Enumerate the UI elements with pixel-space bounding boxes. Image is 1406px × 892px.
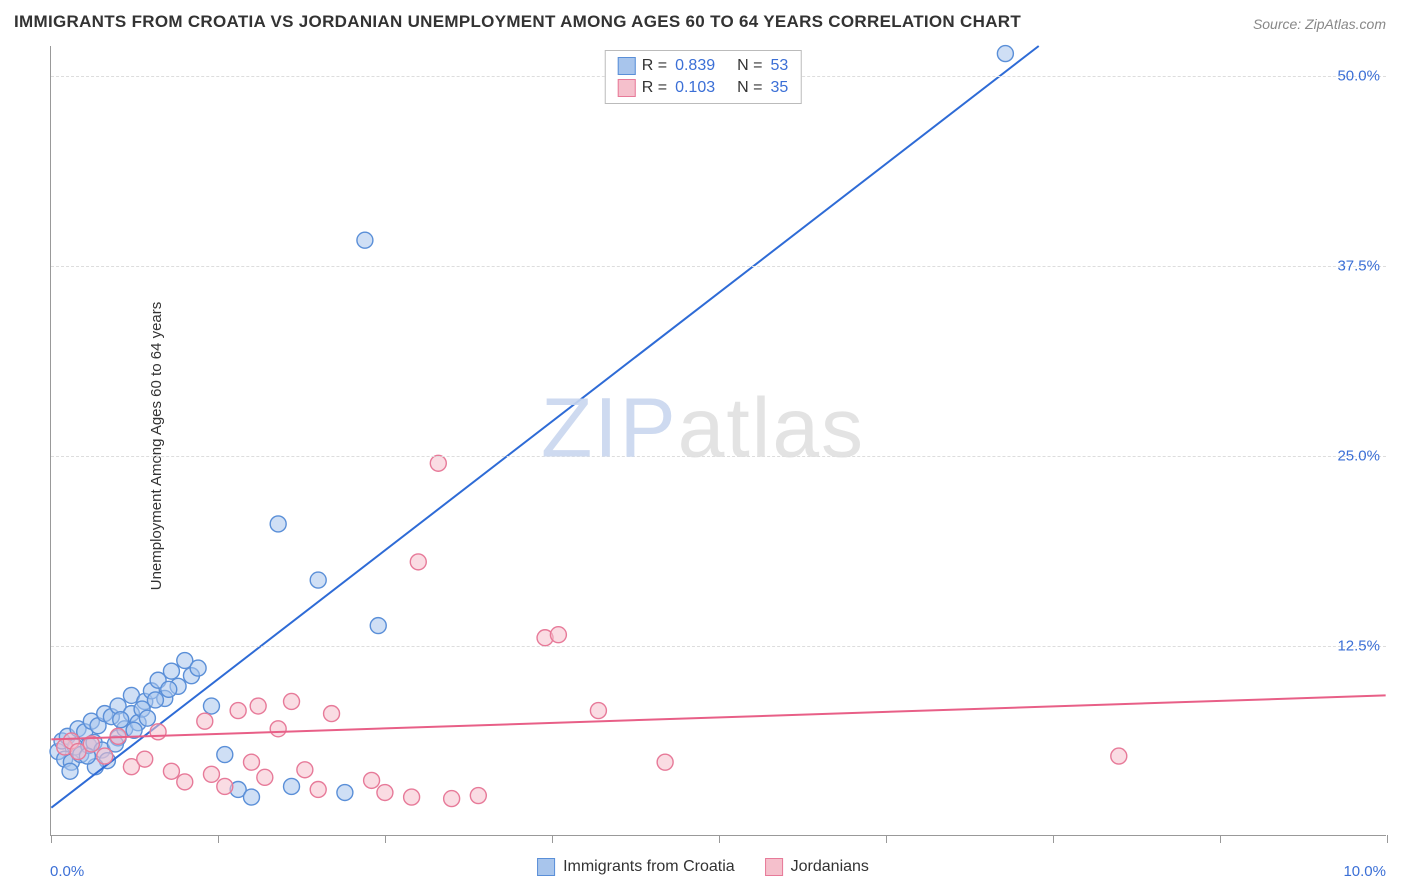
chart-svg xyxy=(51,46,1386,835)
data-point xyxy=(410,554,426,570)
x-tick xyxy=(51,835,52,843)
data-point xyxy=(161,681,177,697)
legend-label: Immigrants from Croatia xyxy=(563,858,735,876)
legend-n-label: N = xyxy=(737,57,762,75)
data-point xyxy=(404,789,420,805)
legend-swatch xyxy=(765,858,783,876)
data-point xyxy=(997,46,1013,62)
data-point xyxy=(470,788,486,804)
legend-row: R = 0.103 N = 35 xyxy=(618,77,789,99)
trend-line xyxy=(51,46,1038,808)
gridline xyxy=(51,456,1386,457)
legend-item: Jordanians xyxy=(765,858,869,876)
legend-item: Immigrants from Croatia xyxy=(537,858,735,876)
data-point xyxy=(550,627,566,643)
x-tick xyxy=(1220,835,1221,843)
data-point xyxy=(444,791,460,807)
data-point xyxy=(430,455,446,471)
legend-r-value: 0.103 xyxy=(675,79,715,97)
data-point xyxy=(217,778,233,794)
y-tick-label: 37.5% xyxy=(1337,258,1380,275)
source-attribution: Source: ZipAtlas.com xyxy=(1253,16,1386,32)
data-point xyxy=(270,516,286,532)
data-point xyxy=(203,766,219,782)
x-axis-min-label: 0.0% xyxy=(50,863,84,880)
data-point xyxy=(230,703,246,719)
legend-swatch xyxy=(618,79,636,97)
data-point xyxy=(270,721,286,737)
series-legend: Immigrants from Croatia Jordanians xyxy=(537,858,869,876)
gridline xyxy=(51,266,1386,267)
data-point xyxy=(203,698,219,714)
data-point xyxy=(150,724,166,740)
x-tick xyxy=(552,835,553,843)
y-tick-label: 12.5% xyxy=(1337,638,1380,655)
data-point xyxy=(244,754,260,770)
legend-swatch xyxy=(537,858,555,876)
data-point xyxy=(147,692,163,708)
data-point xyxy=(250,698,266,714)
data-point xyxy=(197,713,213,729)
data-point xyxy=(163,663,179,679)
legend-n-value: 53 xyxy=(770,57,788,75)
data-point xyxy=(139,710,155,726)
x-axis-max-label: 10.0% xyxy=(1343,863,1386,880)
correlation-legend: R = 0.839 N = 53 R = 0.103 N = 35 xyxy=(605,50,802,104)
legend-r-label: R = xyxy=(642,57,667,75)
x-tick xyxy=(719,835,720,843)
data-point xyxy=(177,774,193,790)
data-point xyxy=(163,763,179,779)
legend-row: R = 0.839 N = 53 xyxy=(618,55,789,77)
legend-n-label: N = xyxy=(737,79,762,97)
legend-label: Jordanians xyxy=(791,858,869,876)
x-tick xyxy=(1387,835,1388,843)
data-point xyxy=(284,693,300,709)
y-tick-label: 25.0% xyxy=(1337,448,1380,465)
data-point xyxy=(590,703,606,719)
legend-n-value: 35 xyxy=(770,79,788,97)
data-point xyxy=(310,572,326,588)
x-tick xyxy=(385,835,386,843)
data-point xyxy=(1111,748,1127,764)
legend-r-value: 0.839 xyxy=(675,57,715,75)
data-point xyxy=(244,789,260,805)
data-point xyxy=(657,754,673,770)
data-point xyxy=(377,785,393,801)
data-point xyxy=(257,769,273,785)
chart-title: IMMIGRANTS FROM CROATIA VS JORDANIAN UNE… xyxy=(14,12,1021,32)
plot-area: 12.5% 25.0% 37.5% 50.0% xyxy=(50,46,1386,836)
data-point xyxy=(357,232,373,248)
data-point xyxy=(370,618,386,634)
legend-r-label: R = xyxy=(642,79,667,97)
data-point xyxy=(324,706,340,722)
x-tick xyxy=(886,835,887,843)
gridline xyxy=(51,646,1386,647)
data-point xyxy=(297,762,313,778)
data-point xyxy=(310,781,326,797)
data-point xyxy=(364,772,380,788)
data-point xyxy=(137,751,153,767)
data-point xyxy=(190,660,206,676)
legend-swatch xyxy=(618,57,636,75)
data-point xyxy=(337,785,353,801)
x-tick xyxy=(1053,835,1054,843)
y-tick-label: 50.0% xyxy=(1337,68,1380,85)
x-tick xyxy=(218,835,219,843)
data-point xyxy=(97,748,113,764)
data-point xyxy=(113,712,129,728)
data-point xyxy=(62,763,78,779)
data-point xyxy=(284,778,300,794)
data-point xyxy=(217,747,233,763)
